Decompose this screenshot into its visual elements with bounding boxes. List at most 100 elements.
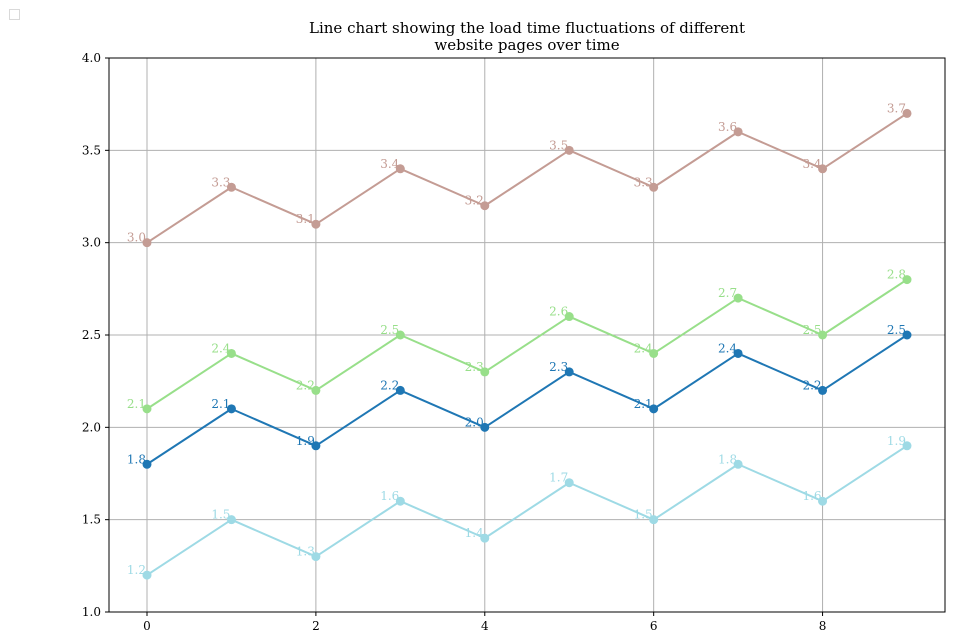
data-point: [733, 293, 743, 303]
data-point: [395, 496, 405, 506]
data-point: [311, 219, 321, 229]
data-label: 2.6: [549, 305, 568, 319]
data-label: 1.4: [465, 526, 484, 540]
data-point: [733, 127, 743, 137]
data-point: [480, 533, 490, 543]
series: 3.0 3.3 3.1 3.4 3.2 3.5 3.3 3.6 3.4 3.7: [127, 101, 912, 248]
data-point: [226, 515, 236, 525]
data-label: 1.6: [802, 489, 821, 503]
data-label: 1.2: [127, 563, 146, 577]
data-label: 3.7: [887, 101, 906, 115]
data-point: [818, 385, 828, 395]
series-line: [146, 444, 908, 576]
data-label: 1.8: [718, 452, 737, 466]
data-point: [226, 182, 236, 192]
corner-checkbox-icon: [9, 9, 20, 20]
data-point: [818, 496, 828, 506]
data-label: 2.1: [211, 397, 230, 411]
data-point: [649, 182, 659, 192]
data-point: [818, 164, 828, 174]
data-label: 3.0: [127, 231, 146, 245]
data-label: 1.6: [380, 489, 399, 503]
data-label: 3.5: [549, 138, 568, 152]
series-line: [146, 278, 908, 410]
data-label: 2.3: [465, 360, 484, 374]
data-label: 1.9: [296, 434, 315, 448]
y-tick-label: 4.0: [82, 51, 101, 65]
data-point: [142, 459, 152, 469]
data-label: 3.4: [802, 157, 821, 171]
series-line: [146, 112, 908, 244]
data-label: 2.1: [127, 397, 146, 411]
data-label: 3.3: [634, 175, 653, 189]
data-point: [818, 330, 828, 340]
data-point: [649, 515, 659, 525]
y-tick-label: 1.5: [82, 513, 101, 527]
data-label: 1.5: [634, 508, 653, 522]
data-point: [733, 348, 743, 358]
data-label: 2.4: [211, 341, 230, 355]
data-point: [480, 422, 490, 432]
x-tick-label: 8: [819, 619, 827, 633]
data-label: 3.4: [380, 157, 399, 171]
data-label: 1.5: [211, 508, 230, 522]
data-label: 1.3: [296, 545, 315, 559]
data-label: 3.6: [718, 120, 737, 134]
data-point: [733, 459, 743, 469]
data-label: 2.8: [887, 268, 906, 282]
data-label: 3.3: [211, 175, 230, 189]
data-point: [395, 330, 405, 340]
data-label: 2.0: [465, 415, 484, 429]
data-point: [311, 385, 321, 395]
y-tick-label: 3.5: [82, 143, 101, 157]
x-tick-label: 0: [143, 619, 151, 633]
data-point: [902, 275, 912, 285]
data-label: 2.1: [634, 397, 653, 411]
data-label: 2.4: [634, 341, 653, 355]
series: 1.8 2.1 1.9 2.2 2.0 2.3 2.1 2.4 2.2 2.5: [127, 323, 912, 469]
data-point: [311, 441, 321, 451]
x-tick-label: 6: [650, 619, 658, 633]
data-point: [564, 367, 574, 377]
data-point: [564, 478, 574, 488]
data-label: 2.2: [802, 378, 821, 392]
data-label: 2.3: [549, 360, 568, 374]
data-label: 2.7: [718, 286, 737, 300]
data-point: [649, 404, 659, 414]
data-point: [902, 441, 912, 451]
x-tick-label: 2: [312, 619, 320, 633]
y-tick-label: 1.0: [82, 605, 101, 619]
data-label: 2.2: [296, 378, 315, 392]
x-tick-label: 4: [481, 619, 489, 633]
data-point: [564, 312, 574, 322]
y-tick-label: 2.0: [82, 420, 101, 434]
data-point: [564, 145, 574, 155]
data-point: [142, 404, 152, 414]
data-point: [902, 108, 912, 118]
data-point: [142, 570, 152, 580]
data-point: [902, 330, 912, 340]
data-label: 1.7: [549, 471, 568, 485]
y-tick-label: 3.0: [82, 236, 101, 250]
data-point: [480, 367, 490, 377]
y-tick-label: 2.5: [82, 328, 101, 342]
data-point: [395, 385, 405, 395]
series: 1.2 1.5 1.3 1.6 1.4 1.7 1.5 1.8 1.6 1.9: [127, 434, 912, 580]
data-label: 2.2: [380, 378, 399, 392]
data-label: 3.2: [465, 194, 484, 208]
data-point: [142, 238, 152, 248]
data-label: 2.5: [802, 323, 821, 337]
data-label: 2.5: [887, 323, 906, 337]
data-label: 2.5: [380, 323, 399, 337]
axes: 0 2 4 6 8 1.0 1.5 2.0 2.5 3.0 3.5 4.0: [82, 51, 826, 633]
data-label: 1.8: [127, 452, 146, 466]
chart-title-line: website pages over time: [434, 36, 619, 54]
data-point: [226, 348, 236, 358]
data-point: [395, 164, 405, 174]
chart-title-line: Line chart showing the load time fluctua…: [309, 19, 745, 37]
series-layer: 3.03.33.13.43.23.53.33.63.43.72.12.42.22…: [127, 101, 912, 580]
data-label: 1.9: [887, 434, 906, 448]
data-label: 2.4: [718, 341, 737, 355]
data-point: [480, 201, 490, 211]
